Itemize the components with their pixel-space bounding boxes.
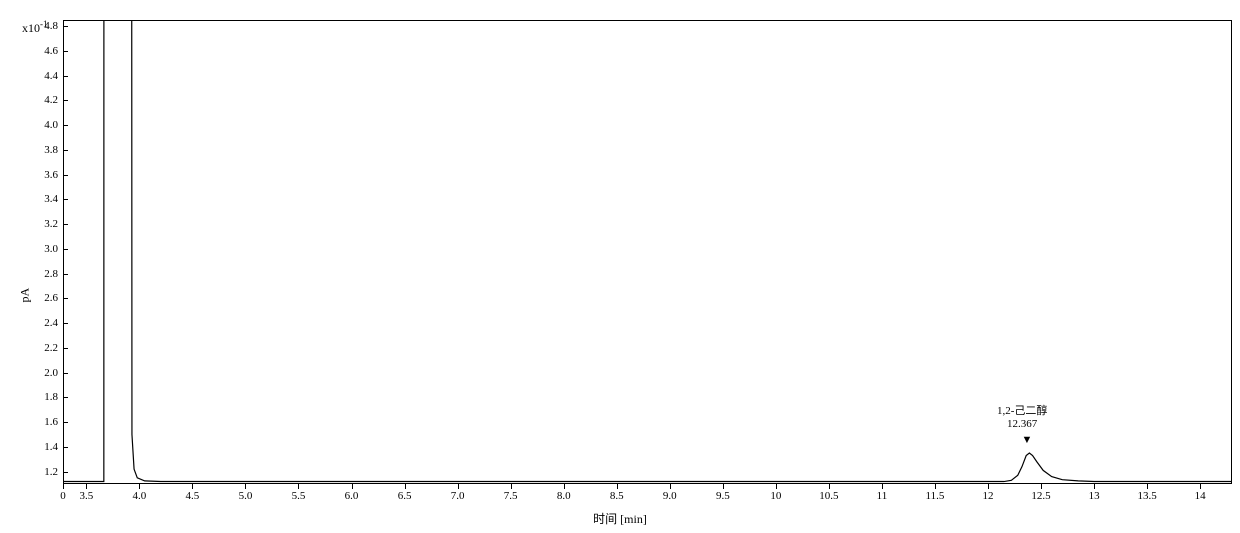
x-tick <box>1200 484 1201 489</box>
x-tick-label: 8.5 <box>610 491 624 502</box>
chromatogram-chart: x10-1 pA 时间 [min] 1.21.41.61.82.02.22.42… <box>0 0 1240 533</box>
y-tick <box>63 224 68 225</box>
y-tick <box>63 323 68 324</box>
x-tick <box>988 484 989 489</box>
x-tick-label: 14 <box>1195 491 1206 502</box>
y-tick <box>63 26 68 27</box>
x-tick <box>298 484 299 489</box>
y-tick <box>63 447 68 448</box>
x-tick-label: 10.5 <box>819 491 838 502</box>
x-tick <box>723 484 724 489</box>
y-tick-label: 2.4 <box>0 318 58 329</box>
x-tick-label: 8.0 <box>557 491 571 502</box>
x-tick <box>564 484 565 489</box>
y-tick-label: 4.8 <box>0 21 58 32</box>
y-tick-label: 3.8 <box>0 145 58 156</box>
x-tick <box>776 484 777 489</box>
x-tick-label: 7.0 <box>451 491 465 502</box>
y-tick-label: 2.8 <box>0 269 58 280</box>
x-tick-label: 11 <box>877 491 888 502</box>
y-tick <box>63 150 68 151</box>
y-tick-label: 3.0 <box>0 244 58 255</box>
y-tick <box>63 422 68 423</box>
x-tick-label: 5.5 <box>292 491 306 502</box>
x-tick <box>245 484 246 489</box>
x-tick <box>139 484 140 489</box>
x-tick-label: 6.0 <box>345 491 359 502</box>
y-tick <box>63 298 68 299</box>
x-tick <box>935 484 936 489</box>
x-tick <box>86 484 87 489</box>
x-tick <box>458 484 459 489</box>
x-axis-label: 时间 [min] <box>560 510 680 527</box>
x-tick-label: 9.0 <box>663 491 677 502</box>
y-tick <box>63 274 68 275</box>
plot-area <box>63 20 1232 484</box>
y-tick <box>63 249 68 250</box>
x-tick <box>882 484 883 489</box>
peak-name: 1,2-己二醇 <box>997 405 1047 417</box>
y-tick-label: 2.2 <box>0 343 58 354</box>
y-tick <box>63 373 68 374</box>
y-tick-label: 2.0 <box>0 368 58 379</box>
y-tick-label: 4.6 <box>0 46 58 57</box>
y-tick-label: 3.4 <box>0 194 58 205</box>
y-tick <box>63 397 68 398</box>
y-tick-label: 1.8 <box>0 392 58 403</box>
x-tick <box>1147 484 1148 489</box>
x-tick-label: 13 <box>1089 491 1100 502</box>
y-tick-label: 2.6 <box>0 293 58 304</box>
x-tick <box>352 484 353 489</box>
x-tick-label: 10 <box>770 491 781 502</box>
x-tick <box>829 484 830 489</box>
x-tick <box>1041 484 1042 489</box>
x-tick <box>405 484 406 489</box>
y-tick-label: 4.2 <box>0 95 58 106</box>
y-tick-label: 4.0 <box>0 120 58 131</box>
x-tick <box>1094 484 1095 489</box>
x-tick <box>511 484 512 489</box>
y-tick-label: 3.6 <box>0 170 58 181</box>
y-tick <box>63 175 68 176</box>
x-tick <box>617 484 618 489</box>
x-tick-label: 12 <box>983 491 994 502</box>
x-tick-label: 5.0 <box>239 491 253 502</box>
peak-arrow-icon: ▼ <box>1021 434 1032 446</box>
y-tick <box>63 100 68 101</box>
x-tick-label: 3.5 <box>79 491 93 502</box>
x-tick-label: 9.5 <box>716 491 730 502</box>
peak-rt: 12.367 <box>1007 418 1037 430</box>
x-tick <box>670 484 671 489</box>
y-tick-label: 1.2 <box>0 467 58 478</box>
y-tick-label: 4.4 <box>0 71 58 82</box>
x-tick-label: 13.5 <box>1138 491 1157 502</box>
x-tick-label: 0 <box>60 491 66 502</box>
x-tick <box>192 484 193 489</box>
y-tick <box>63 76 68 77</box>
x-tick <box>63 484 64 489</box>
y-tick <box>63 125 68 126</box>
y-tick <box>63 199 68 200</box>
y-tick <box>63 348 68 349</box>
x-tick-label: 7.5 <box>504 491 518 502</box>
x-tick-label: 4.5 <box>186 491 200 502</box>
x-tick-label: 6.5 <box>398 491 412 502</box>
peak-annotation: 1,2-己二醇 12.367 <box>997 405 1047 431</box>
x-tick-label: 12.5 <box>1031 491 1050 502</box>
x-tick-label: 4.0 <box>133 491 147 502</box>
x-tick-label: 11.5 <box>926 491 945 502</box>
y-tick-label: 1.4 <box>0 442 58 453</box>
y-tick-label: 1.6 <box>0 417 58 428</box>
y-tick <box>63 472 68 473</box>
y-tick <box>63 51 68 52</box>
y-tick-label: 3.2 <box>0 219 58 230</box>
